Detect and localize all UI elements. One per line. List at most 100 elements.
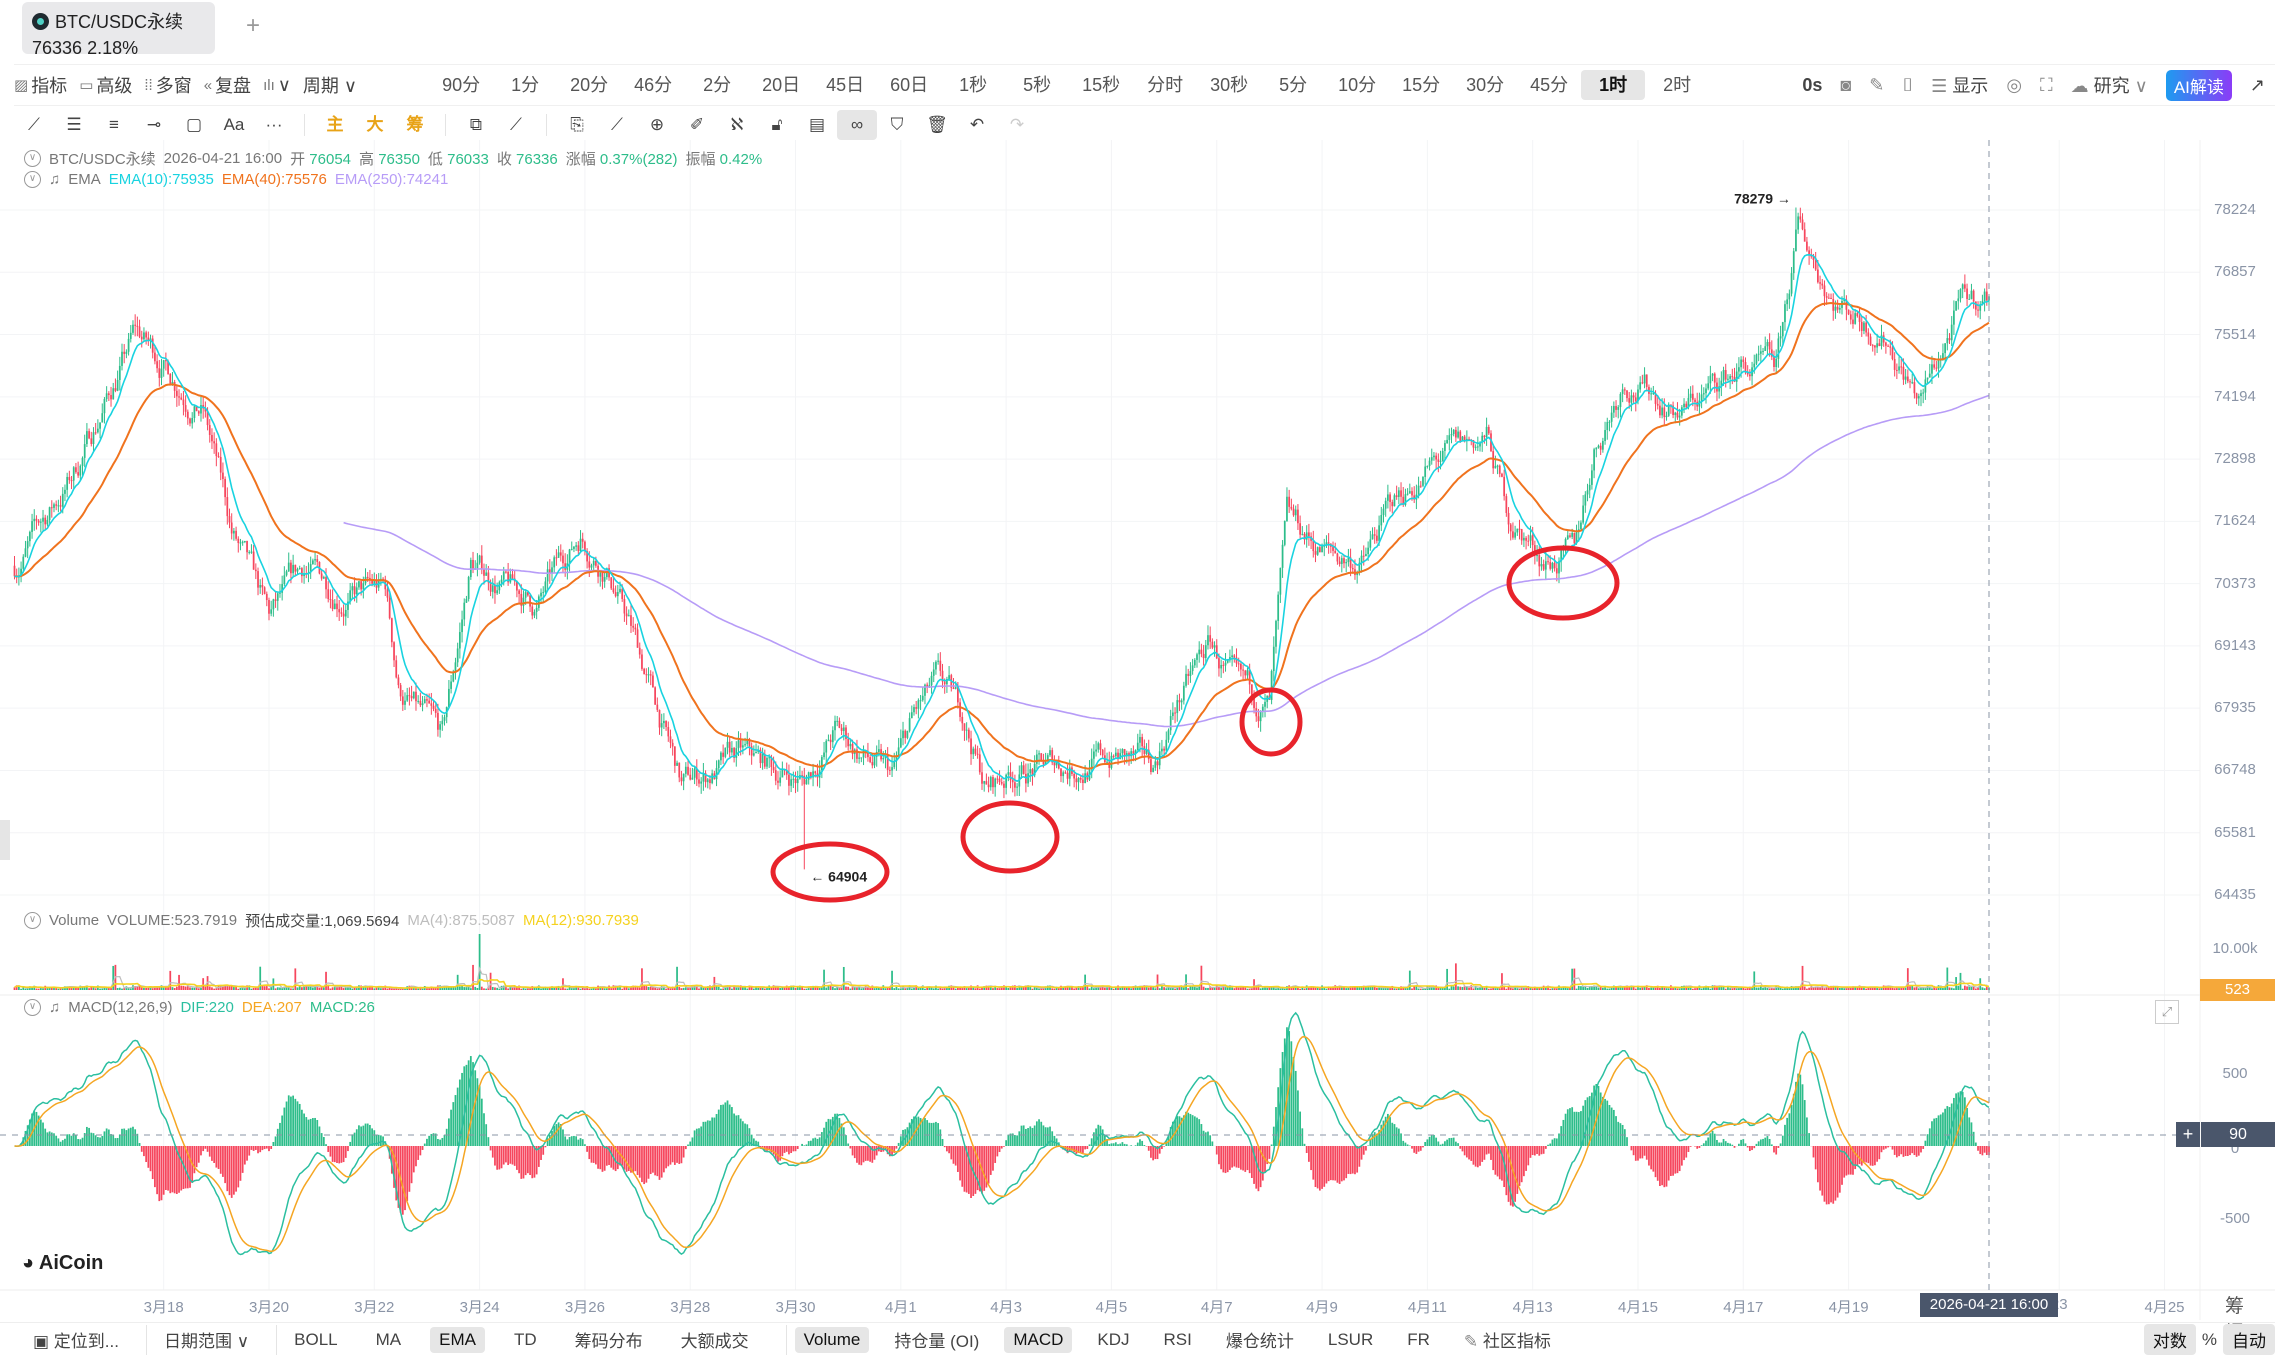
period-1分[interactable]: 1分 (511, 75, 540, 95)
tool-主[interactable]: 主 (326, 115, 344, 134)
sub-indicator-爆仓统计[interactable]: 爆仓统计 (1225, 1332, 1294, 1351)
main-indicator-MA[interactable]: MA (375, 1329, 402, 1349)
period-15秒[interactable]: 15秒 (1082, 75, 1121, 95)
locate-button[interactable]: ▣ 定位到... (24, 1324, 128, 1355)
camera-icon[interactable]: ◙ (1840, 74, 1852, 95)
period-1秒[interactable]: 1秒 (959, 75, 988, 95)
left-panel-handle[interactable] (0, 820, 10, 860)
window-icon[interactable]: ⌷ (1902, 74, 1914, 95)
ai-analysis-button[interactable]: AI解读 (2165, 69, 2232, 101)
period-20分[interactable]: 20分 (570, 75, 609, 95)
bell-icon[interactable]: ♫ (49, 999, 61, 1016)
sub-indicator-RSI[interactable]: RSI (1163, 1329, 1192, 1349)
display-button[interactable]: ☰ 显示 (1931, 72, 1988, 98)
main-indicator-筹码分布[interactable]: 筹码分布 (574, 1332, 643, 1351)
trash-tool-icon[interactable]: 🗑︎ (926, 115, 948, 134)
period-30秒[interactable]: 30秒 (1210, 75, 1249, 95)
line-tool-icon[interactable]: ⟋ (28, 115, 40, 134)
toolbar-replay-icon[interactable]: «复盘 (204, 72, 251, 98)
sub-indicator-LSUR[interactable]: LSUR (1327, 1329, 1374, 1349)
period-60日[interactable]: 60日 (890, 75, 929, 95)
volume-bar (237, 988, 240, 990)
undo-tool-icon[interactable]: ↶ (969, 115, 985, 134)
chip-distribution-button[interactable]: 筹 (2225, 1296, 2253, 1317)
period-90分[interactable]: 90分 (442, 75, 481, 95)
volume-bar (838, 988, 841, 990)
period-46分[interactable]: 46分 (634, 75, 673, 95)
repl-tool-icon[interactable]: ⧉ (469, 115, 483, 134)
main-indicator-EMA[interactable]: EMA (430, 1326, 485, 1353)
period-2时[interactable]: 2时 (1663, 75, 1692, 95)
bookmark-tool-icon[interactable]: ⎘ (570, 115, 584, 134)
brush-tool-icon[interactable]: ✐ (689, 115, 705, 134)
parallel-tool-icon[interactable]: ☰ (66, 115, 82, 134)
log-scale-toggle[interactable]: 对数 (2143, 1324, 2196, 1355)
period-15分[interactable]: 15分 (1402, 75, 1441, 95)
collapse-icon[interactable]: ∨ (24, 999, 41, 1016)
collapse-icon[interactable]: ∨ (24, 171, 41, 188)
tool-大[interactable]: 大 (366, 115, 384, 134)
pen-icon[interactable]: ✎ (1869, 74, 1885, 95)
volume-bar (1178, 985, 1181, 990)
zoom-tool-icon[interactable]: ⊕ (649, 115, 665, 134)
period-2分[interactable]: 2分 (703, 75, 732, 95)
fullscreen-icon[interactable]: ⛶ (2040, 74, 2053, 95)
add-tab-button[interactable]: + (246, 12, 261, 39)
magnet-tool-icon[interactable]: ∞ (837, 110, 877, 140)
sub-indicator-KDJ[interactable]: KDJ (1097, 1329, 1130, 1349)
toolbar-advanced-icon[interactable]: ▭ 高级 (79, 72, 132, 98)
ruler-tool-icon[interactable]: ⟋ (611, 115, 623, 134)
sub-indicator-Volume[interactable]: Volume (794, 1326, 870, 1353)
more-tool-icon[interactable]: ··· (265, 115, 283, 134)
community-indicators-button[interactable]: ✎ 社区指标 (1455, 1324, 1560, 1355)
expand-icon[interactable]: ⤢ (2155, 1000, 2179, 1024)
rect-tool-icon[interactable]: ▢ (185, 115, 203, 134)
redo-tool-icon[interactable]: ↷ (1009, 115, 1025, 134)
sub-indicator-持仓量 (OI)[interactable]: 持仓量 (OI) (894, 1332, 980, 1351)
toolbar-indicator-icon[interactable]: ▨ 指标 (14, 72, 67, 98)
bell-icon[interactable]: ♫ (49, 171, 61, 188)
share-icon[interactable]: ↗ (2249, 74, 2265, 95)
collapse-icon[interactable]: ∨ (24, 150, 41, 167)
period-10分[interactable]: 10分 (1338, 75, 1377, 95)
period-45日[interactable]: 45日 (826, 75, 865, 95)
settings-icon[interactable]: ◎ (2006, 74, 2023, 95)
lock-tool-icon[interactable]: 🔓︎ (771, 115, 783, 134)
main-indicator-大额成交[interactable]: 大额成交 (680, 1332, 749, 1351)
main-indicator-BOLL[interactable]: BOLL (294, 1329, 338, 1349)
macd-histogram-bar (1000, 1146, 1003, 1149)
toolbar-chart-type-icon[interactable]: ılı ∨ (263, 75, 291, 96)
period-5秒[interactable]: 5秒 (1023, 75, 1052, 95)
filter-tool-icon[interactable]: ⛉ (890, 115, 904, 134)
volume-bar (1588, 986, 1591, 990)
macd-histogram-bar (296, 1101, 299, 1146)
period-分时[interactable]: 分时 (1147, 75, 1184, 95)
volume-bar (1114, 987, 1117, 990)
hline-tool-icon[interactable]: ⊸ (146, 115, 162, 134)
candle-body (86, 431, 88, 445)
period-5分[interactable]: 5分 (1279, 75, 1308, 95)
period-1时[interactable]: 1时 (1581, 70, 1646, 100)
main-indicator-TD[interactable]: TD (513, 1329, 537, 1349)
toolbar-multi-window-icon[interactable]: ⁞⁞ 多窗 (144, 72, 191, 98)
toolbar-period-menu[interactable]: 周期 ∨ (303, 72, 357, 98)
sub-indicator-MACD[interactable]: MACD (1004, 1326, 1073, 1353)
period-20日[interactable]: 20日 (762, 75, 801, 95)
symbol-tab[interactable]: BTC/USDC永续 76336 2.18% (22, 2, 215, 58)
tool-筹[interactable]: 筹 (406, 115, 424, 134)
sub-indicator-FR[interactable]: FR (1407, 1329, 1430, 1349)
collapse-icon[interactable]: ∨ (24, 912, 41, 929)
notes-tool-icon[interactable]: ▤ (808, 115, 826, 134)
fib-tool-icon[interactable]: ≡ (109, 115, 119, 134)
period-30分[interactable]: 30分 (1466, 75, 1505, 95)
research-button[interactable]: ☁ 研究 ∨ (2071, 72, 2148, 98)
measure-tool-icon[interactable]: ⟋ (510, 115, 522, 134)
date-range-button[interactable]: 日期范围 ∨ (163, 1332, 250, 1351)
text-tool-icon[interactable]: Aa (223, 115, 245, 134)
add-alert-icon[interactable]: + (2176, 1122, 2200, 1147)
pattern-tool-icon[interactable]: ℵ (730, 115, 744, 134)
percent-scale-toggle[interactable]: % (2201, 1329, 2217, 1349)
auto-scale-toggle[interactable]: 自动 (2223, 1324, 2275, 1355)
period-45分[interactable]: 45分 (1530, 75, 1569, 95)
